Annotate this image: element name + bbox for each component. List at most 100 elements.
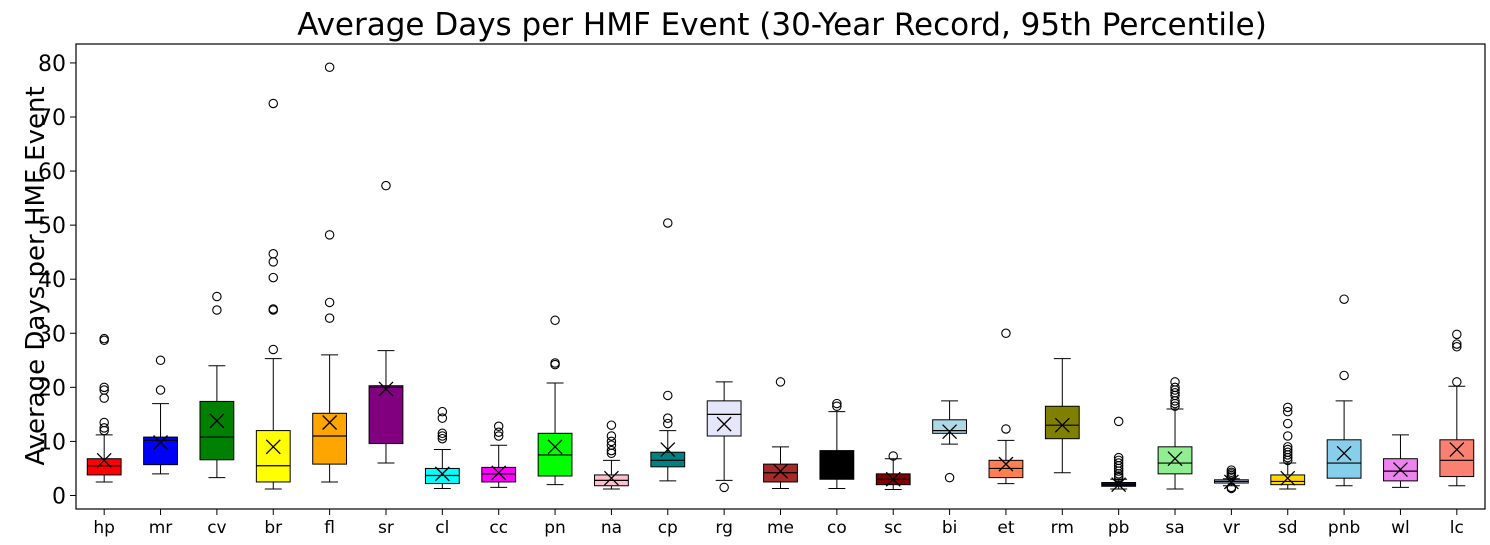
outlier-point: [1113, 458, 1124, 468]
outlier-point: [1226, 465, 1237, 475]
mean-marker-stroke-b: [209, 413, 225, 429]
outlier-point: [1001, 328, 1011, 339]
outlier-point: [832, 398, 842, 409]
mean-marker-stroke-b: [265, 439, 281, 455]
x-tick-label: pb: [1108, 518, 1130, 538]
outlier-point: [437, 406, 448, 417]
outlier-point: [606, 436, 617, 447]
y-tick-label: 0: [52, 484, 66, 509]
x-tick-label: na: [601, 518, 622, 538]
box-co: [819, 450, 855, 480]
outlier-point: [663, 218, 673, 228]
outlier-point: [1452, 377, 1462, 387]
x-tick-label: me: [767, 518, 794, 538]
x-tick-label: br: [264, 518, 282, 538]
outlier-point: [1113, 452, 1124, 463]
outlier-point: [437, 428, 448, 439]
outlier-point: [324, 62, 335, 72]
y-tick-label: 50: [38, 214, 66, 239]
outlier-point: [99, 382, 109, 393]
outlier-point: [99, 333, 109, 344]
y-axis-label: Average Days per HMF Event: [21, 86, 51, 465]
outlier-point: [437, 431, 448, 441]
outlier-point: [1282, 402, 1293, 413]
mean-marker-stroke-b: [1449, 442, 1465, 457]
plot-area: 0 10 20 30 40 50 60 70 80 hp mr cv br fl sr cl cc pn na cp r…: [38, 52, 1475, 538]
mean-marker-stroke-b: [322, 415, 338, 430]
outlier-point: [493, 427, 504, 437]
x-tick-label: cv: [207, 518, 226, 538]
box-pnb: [1326, 439, 1362, 479]
y-tick-label: 20: [38, 376, 66, 401]
outlier-point: [775, 377, 786, 387]
y-tick-label: 70: [38, 106, 66, 131]
outlier-point: [324, 313, 335, 323]
plot-frame: [75, 43, 1486, 510]
mean-marker-stroke-b: [1223, 474, 1239, 490]
outlier-point: [719, 482, 729, 493]
y-tick-label: 40: [38, 268, 66, 293]
mean-marker-stroke-b: [1336, 445, 1352, 461]
outlier-point: [606, 420, 617, 430]
outlier-point: [99, 385, 109, 395]
outlier-point: [212, 291, 222, 302]
outlier-point: [606, 440, 617, 450]
outlier-point: [1282, 447, 1293, 457]
outlier-point: [1282, 431, 1293, 441]
outlier-point: [268, 272, 279, 283]
mean-marker-stroke-b: [885, 471, 901, 487]
mean-marker-stroke-b: [96, 452, 112, 468]
outlier-point: [155, 385, 166, 395]
outlier-point: [1452, 329, 1462, 340]
x-tick-label: vr: [1223, 518, 1240, 538]
mean-marker-stroke-b: [378, 381, 394, 397]
outlier-point: [1001, 424, 1011, 434]
mean-marker-stroke-b: [153, 435, 168, 450]
box-sd: [1270, 474, 1306, 486]
outlier-point: [606, 431, 617, 441]
mean-marker-stroke-b: [547, 439, 563, 455]
x-tick-label: lc: [1450, 518, 1464, 538]
x-tick-label: et: [997, 518, 1014, 538]
mean-marker-stroke-b: [716, 416, 732, 432]
box-hp: [86, 458, 122, 476]
x-tick-label: hp: [93, 518, 115, 538]
mean-marker-stroke-b: [942, 424, 958, 440]
outlier-point: [1339, 370, 1349, 381]
y-tick-label: 30: [38, 322, 66, 347]
mean-marker-stroke-b: [773, 463, 788, 479]
outlier-point: [1282, 442, 1293, 452]
mean-marker-stroke-b: [603, 470, 619, 486]
box-fl: [312, 412, 348, 465]
box-cv: [199, 400, 235, 461]
mean-marker-stroke-b: [1167, 451, 1183, 467]
y-tick-label: 10: [38, 430, 66, 455]
outlier-point: [663, 390, 673, 401]
box-br: [255, 430, 291, 483]
outlier-point: [324, 297, 335, 308]
x-tick-label: rg: [715, 518, 732, 538]
x-tick-label: cc: [489, 518, 508, 538]
outlier-point: [437, 413, 448, 423]
outlier-point: [493, 421, 504, 432]
box-cc: [481, 466, 517, 483]
outlier-point: [606, 445, 617, 456]
mean-marker-stroke-b: [491, 465, 507, 481]
x-tick-label: sr: [378, 518, 394, 538]
x-tick-label: fl: [324, 518, 335, 538]
box-mr: [143, 436, 178, 466]
mean-marker-stroke-b: [998, 456, 1014, 472]
outlier-point: [381, 180, 391, 191]
outlier-point: [1170, 377, 1180, 387]
x-tick-label: cp: [658, 518, 678, 538]
outlier-point: [155, 355, 166, 366]
x-tick-label: sc: [884, 518, 902, 538]
outlier-point: [493, 431, 504, 441]
box-rm: [1044, 405, 1080, 440]
mean-marker-stroke-b: [1054, 417, 1070, 433]
outlier-point: [1282, 444, 1293, 455]
outlier-point: [1113, 455, 1124, 466]
box-bi: [932, 419, 967, 434]
outlier-point: [1339, 294, 1349, 304]
outlier-point: [99, 417, 109, 428]
